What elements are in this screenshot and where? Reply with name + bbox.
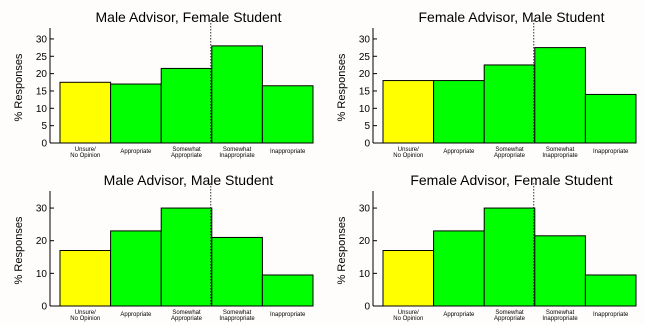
- y-tick-label: 20: [36, 236, 48, 247]
- x-tick-label: Appropriate: [120, 149, 152, 155]
- y-axis-label: % Responses: [336, 216, 348, 284]
- x-tick-label: Appropriate: [494, 316, 526, 322]
- x-tick-label: Inappropriate: [593, 312, 629, 318]
- chart-title: Male Advisor, Female Student: [96, 9, 282, 25]
- x-tick-label: Unsure/: [398, 147, 419, 153]
- bar-4: [534, 47, 586, 144]
- y-tick-label: 10: [36, 104, 48, 115]
- y-tick-label: 30: [36, 204, 48, 215]
- x-tick-label: Somewhat: [546, 147, 575, 153]
- bar-1: [59, 81, 112, 144]
- x-tick-label: Somewhat: [495, 310, 524, 316]
- x-tick-label: Somewhat: [223, 310, 252, 316]
- x-tick-label: No Opinion: [70, 153, 100, 159]
- bar-1: [382, 250, 435, 307]
- x-tick-label: Appropriate: [443, 149, 475, 155]
- chart-panel-2: Female Advisor, Male Student % Responses 0…: [323, 0, 645, 162]
- y-tick-label: 10: [359, 104, 371, 115]
- y-axis-label: % Responses: [13, 216, 25, 284]
- bar-2: [433, 80, 485, 144]
- x-tick-label: Appropriate: [171, 153, 203, 159]
- y-tick-label: 25: [359, 52, 371, 63]
- x-tick-label: Appropriate: [443, 312, 475, 318]
- bar-1: [59, 250, 112, 307]
- y-tick-label: 15: [359, 86, 371, 97]
- bar-4: [534, 235, 586, 307]
- chart-panel-4: Female Advisor, Female Student % Response…: [323, 163, 645, 325]
- y-tick-label: 5: [41, 121, 47, 132]
- y-tick-label: 10: [36, 269, 48, 280]
- y-tick-label: 0: [364, 139, 370, 150]
- x-tick-label: Appropriate: [494, 153, 526, 159]
- bar-3: [483, 64, 536, 144]
- chart-panel-1: Male Advisor, Female Student % Responses 0…: [0, 0, 322, 162]
- chart-svg-2: Female Advisor, Male Student % Responses 0…: [336, 9, 637, 159]
- x-tick-label: No Opinion: [70, 316, 100, 322]
- bar-3: [160, 207, 213, 307]
- y-tick-label: 0: [364, 302, 370, 313]
- x-tick-label: Appropriate: [120, 312, 152, 318]
- chart-title: Female Advisor, Male Student: [419, 9, 605, 25]
- bar-3: [160, 67, 213, 144]
- x-tick-label: Inappropriate: [593, 149, 629, 155]
- x-tick-label: No Opinion: [393, 153, 423, 159]
- chart-svg-1: Male Advisor, Female Student % Responses 0…: [13, 9, 314, 159]
- y-axis-label: % Responses: [336, 53, 348, 121]
- bar-4: [211, 45, 263, 144]
- y-tick-label: 5: [364, 121, 370, 132]
- bar-1: [382, 80, 435, 144]
- x-tick-label: Unsure/: [75, 147, 96, 153]
- y-tick-label: 30: [359, 204, 371, 215]
- bar-2: [110, 83, 162, 144]
- x-tick-label: Unsure/: [398, 310, 419, 316]
- bar-3: [483, 207, 536, 307]
- chart-title: Male Advisor, Male Student: [104, 172, 274, 188]
- y-tick-label: 20: [36, 69, 48, 80]
- y-tick-label: 30: [36, 34, 48, 45]
- bar-5: [584, 274, 637, 307]
- x-tick-label: Somewhat: [495, 147, 524, 153]
- x-tick-label: Somewhat: [172, 310, 201, 316]
- chart-title: Female Advisor, Female Student: [410, 172, 612, 188]
- x-tick-label: Somewhat: [546, 310, 575, 316]
- x-tick-label: Somewhat: [223, 147, 252, 153]
- x-tick-label: No Opinion: [393, 316, 423, 322]
- chart-panel-3: Male Advisor, Male Student % Responses 0 10…: [0, 163, 322, 325]
- y-tick-label: 0: [41, 302, 47, 313]
- y-tick-label: 25: [36, 52, 48, 63]
- y-tick-label: 10: [359, 269, 371, 280]
- x-tick-label: Inappropriate: [542, 153, 578, 159]
- bar-5: [261, 85, 314, 144]
- bar-4: [211, 236, 263, 307]
- y-tick-label: 15: [36, 86, 48, 97]
- chart-svg-3: Male Advisor, Male Student % Responses 0 10…: [13, 172, 314, 322]
- y-axis-label: % Responses: [13, 53, 25, 121]
- y-tick-label: 30: [359, 34, 371, 45]
- x-tick-label: Inappropriate: [542, 316, 578, 322]
- bar-5: [584, 93, 637, 144]
- bar-2: [110, 230, 162, 307]
- x-tick-label: Unsure/: [75, 310, 96, 316]
- y-tick-label: 0: [41, 139, 47, 150]
- x-tick-label: Inappropriate: [270, 149, 306, 155]
- x-tick-label: Inappropriate: [270, 312, 306, 318]
- x-tick-label: Inappropriate: [219, 153, 255, 159]
- y-tick-label: 20: [359, 69, 371, 80]
- x-tick-label: Appropriate: [171, 316, 203, 322]
- chart-svg-4: Female Advisor, Female Student % Response…: [336, 172, 637, 322]
- bar-5: [261, 274, 314, 307]
- y-tick-label: 20: [359, 236, 371, 247]
- x-tick-label: Inappropriate: [219, 316, 255, 322]
- x-tick-label: Somewhat: [172, 147, 201, 153]
- bar-2: [433, 230, 485, 307]
